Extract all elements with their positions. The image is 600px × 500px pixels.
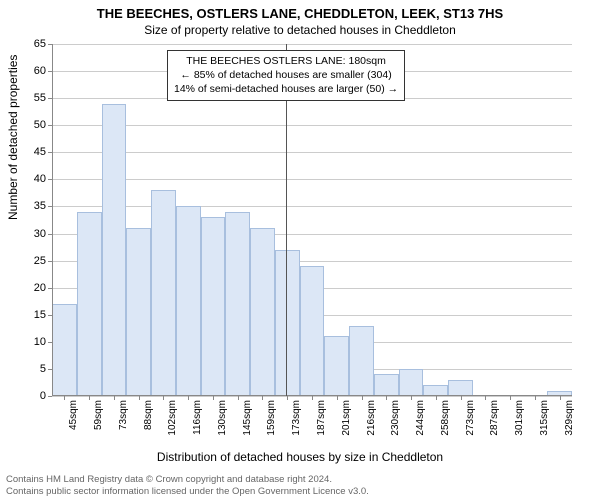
xtick-mark	[114, 396, 115, 400]
xtick-label: 88sqm	[143, 400, 154, 430]
y-axis-line	[52, 44, 53, 396]
ytick-label: 45	[6, 146, 46, 158]
xtick-label: 59sqm	[93, 400, 104, 430]
chart-title: THE BEECHES, OSTLERS LANE, CHEDDLETON, L…	[0, 0, 600, 21]
xtick-label: 173sqm	[291, 400, 302, 436]
xtick-label: 201sqm	[341, 400, 352, 436]
xtick-label: 102sqm	[167, 400, 178, 436]
xtick-label: 130sqm	[217, 400, 228, 436]
histogram-bar	[324, 336, 349, 396]
xtick-mark	[213, 396, 214, 400]
xtick-mark	[89, 396, 90, 400]
xtick-label: 116sqm	[192, 400, 203, 435]
xtick-label: 287sqm	[489, 400, 500, 436]
ytick-mark	[48, 396, 52, 397]
chart-subtitle: Size of property relative to detached ho…	[0, 23, 600, 37]
xtick-label: 45sqm	[68, 400, 79, 430]
ytick-label: 25	[6, 255, 46, 267]
xtick-mark	[436, 396, 437, 400]
xtick-label: 329sqm	[564, 400, 575, 436]
footer-attribution: Contains HM Land Registry data © Crown c…	[6, 474, 594, 498]
annotation-line: THE BEECHES OSTLERS LANE: 180sqm	[174, 54, 398, 68]
xtick-mark	[485, 396, 486, 400]
xtick-mark	[188, 396, 189, 400]
histogram-bar	[374, 374, 399, 396]
xtick-mark	[535, 396, 536, 400]
x-axis-label: Distribution of detached houses by size …	[0, 450, 600, 464]
annotation-line: ← 85% of detached houses are smaller (30…	[174, 68, 398, 82]
ytick-label: 20	[6, 282, 46, 294]
xtick-mark	[139, 396, 140, 400]
histogram-bar	[399, 369, 424, 396]
histogram-bar	[102, 104, 127, 396]
xtick-mark	[461, 396, 462, 400]
xtick-mark	[262, 396, 263, 400]
xtick-label: 301sqm	[514, 400, 525, 436]
xtick-mark	[510, 396, 511, 400]
grid-line	[52, 152, 572, 153]
histogram-bar	[52, 304, 77, 396]
footer-line-2: Contains public sector information licen…	[6, 486, 594, 498]
plot-area: 0510152025303540455055606545sqm59sqm73sq…	[52, 44, 572, 396]
histogram-bar	[176, 206, 201, 396]
chart-container: THE BEECHES, OSTLERS LANE, CHEDDLETON, L…	[0, 0, 600, 500]
ytick-label: 50	[6, 119, 46, 131]
ytick-label: 55	[6, 92, 46, 104]
xtick-mark	[287, 396, 288, 400]
histogram-bar	[126, 228, 151, 396]
xtick-mark	[411, 396, 412, 400]
histogram-bar	[77, 212, 102, 396]
grid-line	[52, 179, 572, 180]
xtick-label: 187sqm	[316, 400, 327, 436]
histogram-bar	[201, 217, 226, 396]
histogram-bar	[250, 228, 275, 396]
xtick-label: 315sqm	[539, 400, 550, 436]
ytick-label: 40	[6, 173, 46, 185]
histogram-bar	[225, 212, 250, 396]
grid-line	[52, 206, 572, 207]
xtick-label: 216sqm	[366, 400, 377, 436]
grid-line	[52, 125, 572, 126]
xtick-mark	[163, 396, 164, 400]
xtick-mark	[312, 396, 313, 400]
ytick-label: 65	[6, 38, 46, 50]
xtick-label: 230sqm	[390, 400, 401, 436]
histogram-bar	[300, 266, 325, 396]
xtick-label: 273sqm	[465, 400, 476, 436]
xtick-mark	[386, 396, 387, 400]
xtick-mark	[337, 396, 338, 400]
xtick-mark	[560, 396, 561, 400]
annotation-line: 14% of semi-detached houses are larger (…	[174, 82, 398, 96]
xtick-label: 159sqm	[266, 400, 277, 436]
histogram-bar	[275, 250, 300, 396]
ytick-label: 10	[6, 336, 46, 348]
grid-line	[52, 44, 572, 45]
xtick-mark	[64, 396, 65, 400]
xtick-label: 145sqm	[242, 400, 253, 436]
xtick-mark	[238, 396, 239, 400]
xtick-label: 258sqm	[440, 400, 451, 436]
ytick-label: 35	[6, 200, 46, 212]
annotation-box: THE BEECHES OSTLERS LANE: 180sqm← 85% of…	[167, 50, 405, 101]
y-axis-label: Number of detached properties	[6, 55, 20, 220]
xtick-label: 73sqm	[118, 400, 129, 430]
ytick-label: 60	[6, 65, 46, 77]
histogram-bar	[151, 190, 176, 396]
footer-line-1: Contains HM Land Registry data © Crown c…	[6, 474, 594, 486]
ytick-label: 0	[6, 390, 46, 402]
histogram-bar	[448, 380, 473, 396]
ytick-label: 30	[6, 228, 46, 240]
xtick-mark	[362, 396, 363, 400]
ytick-label: 15	[6, 309, 46, 321]
histogram-bar	[349, 326, 374, 396]
ytick-label: 5	[6, 363, 46, 375]
xtick-label: 244sqm	[415, 400, 426, 436]
